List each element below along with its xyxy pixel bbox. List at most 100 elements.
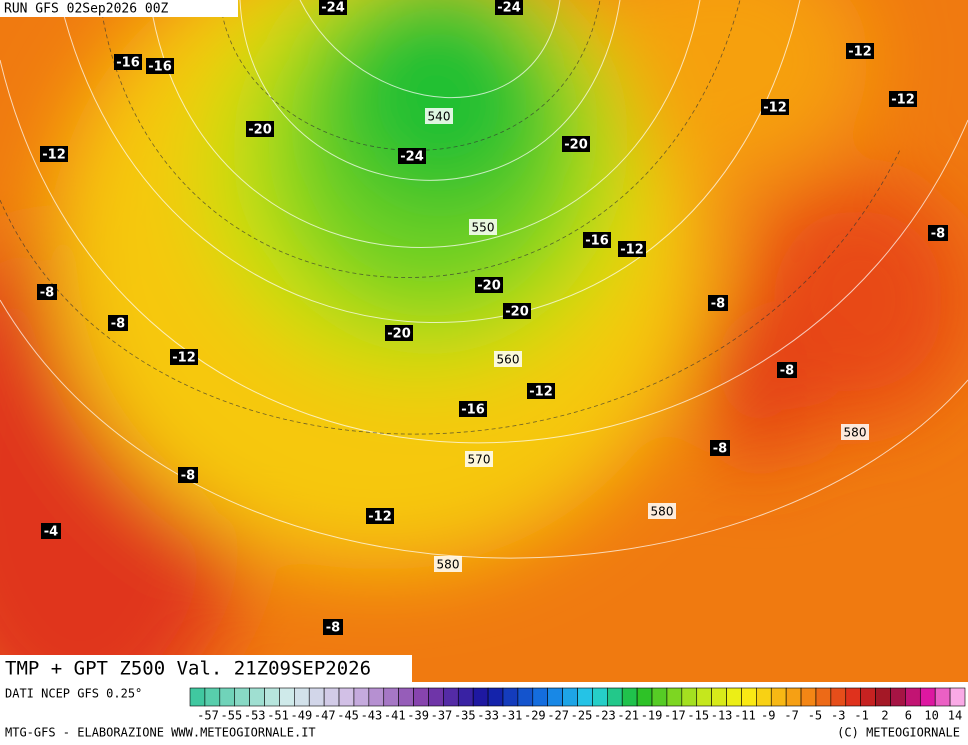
temp-label-box bbox=[846, 43, 874, 59]
temp-label-box bbox=[495, 0, 523, 15]
scale-box bbox=[383, 687, 399, 707]
temp-label: -4 bbox=[44, 525, 58, 540]
gpt-label: 550 bbox=[472, 221, 495, 235]
temp-label: -20 bbox=[564, 138, 588, 153]
scale-label: -17 bbox=[664, 709, 686, 723]
scale-box bbox=[741, 687, 757, 707]
scale-label: 10 bbox=[924, 709, 938, 723]
scale-box bbox=[905, 687, 921, 707]
scale-box bbox=[338, 687, 355, 707]
temp-label: -16 bbox=[585, 234, 609, 249]
scale-box bbox=[279, 687, 295, 707]
scale-box bbox=[770, 687, 787, 707]
temp-label-box bbox=[178, 467, 198, 483]
temp-label-box bbox=[41, 523, 61, 539]
temp-label-box bbox=[777, 362, 797, 378]
scale-label: -13 bbox=[711, 709, 733, 723]
header-box bbox=[0, 0, 238, 17]
temp-label: -24 bbox=[497, 1, 521, 16]
temp-label-box bbox=[323, 619, 343, 635]
scale-box bbox=[845, 687, 861, 707]
gpt-label-box bbox=[434, 556, 462, 572]
scale-label: -11 bbox=[734, 709, 756, 723]
temp-label: -8 bbox=[711, 297, 725, 312]
temp-label-box bbox=[527, 383, 555, 399]
gpt-label-box bbox=[841, 424, 869, 440]
scale-box bbox=[696, 687, 712, 707]
temp-label: -12 bbox=[42, 148, 66, 163]
scale-box bbox=[249, 687, 265, 707]
temp-label-box bbox=[170, 349, 198, 365]
scale-box bbox=[323, 687, 340, 707]
scale-label: -39 bbox=[407, 709, 429, 723]
scale-box bbox=[815, 687, 832, 707]
scale-box bbox=[219, 687, 236, 707]
scale-box bbox=[428, 687, 444, 707]
temp-label-box bbox=[37, 284, 57, 300]
title-box bbox=[0, 655, 412, 683]
scale-box bbox=[204, 687, 221, 707]
scale-label: -45 bbox=[337, 709, 359, 723]
scale-label: -53 bbox=[244, 709, 266, 723]
scale-box bbox=[890, 687, 906, 707]
scale-box bbox=[711, 687, 727, 707]
scale-label: 6 bbox=[905, 709, 912, 723]
temp-label: -12 bbox=[529, 385, 553, 400]
scale-label: -55 bbox=[221, 709, 243, 723]
scale-label: -57 bbox=[197, 709, 219, 723]
temp-label: -8 bbox=[780, 364, 794, 379]
scale-label: -43 bbox=[361, 709, 383, 723]
gpt-label-box bbox=[469, 219, 497, 235]
scale-label: -23 bbox=[594, 709, 616, 723]
gpt-label: 570 bbox=[468, 453, 491, 467]
temp-label: -12 bbox=[368, 510, 392, 525]
scale-box bbox=[756, 687, 772, 707]
scale-box bbox=[577, 687, 593, 707]
temp-label: -20 bbox=[387, 327, 411, 342]
temp-label: -20 bbox=[477, 279, 501, 294]
temp-label-box bbox=[708, 295, 728, 311]
scale-label: -21 bbox=[617, 709, 639, 723]
header: RUN GFS 02Sep2026 00Z bbox=[4, 2, 169, 17]
gpt-label: 560 bbox=[497, 353, 520, 367]
temp-label: -16 bbox=[461, 403, 485, 418]
scale-box bbox=[562, 687, 578, 707]
temp-label: -12 bbox=[848, 45, 872, 60]
scale-box bbox=[472, 687, 489, 707]
scale-box bbox=[681, 687, 698, 707]
scale-box bbox=[368, 687, 385, 707]
temp-label-box bbox=[146, 58, 174, 74]
scale-box bbox=[234, 687, 250, 707]
source: DATI NCEP GFS 0.25° bbox=[5, 687, 142, 701]
scale-label: -15 bbox=[687, 709, 709, 723]
scale-label: -49 bbox=[291, 709, 313, 723]
temp-label: -16 bbox=[116, 56, 140, 71]
scale-label: -51 bbox=[267, 709, 289, 723]
scale-box bbox=[413, 687, 429, 707]
scale-box bbox=[517, 687, 534, 707]
scale-box bbox=[502, 687, 519, 707]
temp-label: -12 bbox=[172, 351, 196, 366]
temp-label: -24 bbox=[400, 150, 424, 165]
gpt-label: 580 bbox=[437, 558, 460, 572]
temp-label-box bbox=[40, 146, 68, 162]
map-title: TMP + GPT Z500 Val. 21Z09SEP2026 bbox=[5, 658, 371, 680]
scale-box bbox=[264, 687, 280, 707]
scale-box bbox=[308, 687, 325, 707]
gpt-label-box bbox=[425, 108, 453, 124]
scale-label: -19 bbox=[641, 709, 663, 723]
temp-label-box bbox=[319, 0, 347, 15]
temp-label-box bbox=[618, 241, 646, 257]
temp-label: -12 bbox=[763, 101, 787, 116]
temp-label-box bbox=[562, 136, 590, 152]
scale-box bbox=[547, 687, 563, 707]
scale-label: -37 bbox=[431, 709, 453, 723]
scale-box bbox=[398, 687, 414, 707]
temp-label: -8 bbox=[713, 442, 727, 457]
temp-label-box bbox=[503, 303, 531, 319]
temp-label: -8 bbox=[181, 469, 195, 484]
scale-label: -1 bbox=[854, 709, 868, 723]
scale-box bbox=[800, 687, 817, 707]
temp-label: -12 bbox=[891, 93, 915, 108]
